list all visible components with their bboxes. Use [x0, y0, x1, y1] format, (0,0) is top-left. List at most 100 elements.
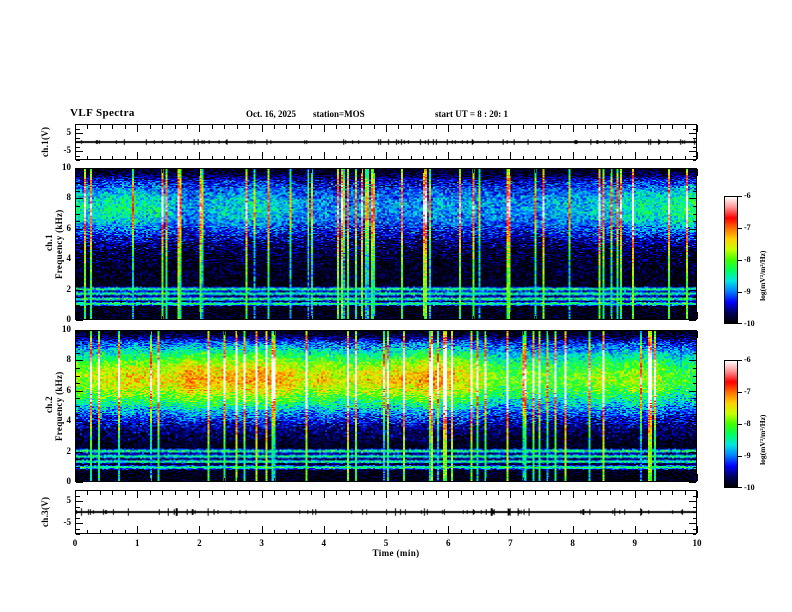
x-tick-label-9: 9	[632, 538, 638, 548]
tick-mark	[212, 491, 213, 495]
tick-mark	[374, 125, 375, 129]
tick-mark	[560, 125, 561, 129]
tick-mark	[560, 529, 561, 533]
tick-mark	[647, 331, 648, 335]
tick-mark	[692, 183, 696, 184]
tick-mark	[473, 169, 474, 173]
tick-mark	[597, 491, 598, 495]
tick-mark	[689, 290, 696, 291]
tick-mark	[386, 152, 387, 159]
tick-mark	[692, 459, 696, 460]
tick-mark	[249, 477, 250, 481]
tick-mark	[175, 125, 176, 129]
tick-mark	[692, 414, 696, 415]
tick-mark	[76, 444, 80, 445]
tick-mark	[125, 315, 126, 319]
tick-mark	[689, 198, 696, 199]
tick-mark	[87, 491, 88, 495]
colorbar-tick	[738, 392, 742, 393]
tick-mark	[100, 125, 101, 129]
tick-mark	[274, 125, 275, 129]
tick-mark	[597, 155, 598, 159]
tick-mark	[672, 155, 673, 159]
tick-mark	[199, 169, 200, 176]
tick-mark	[361, 315, 362, 319]
tick-mark	[692, 282, 696, 283]
tick-mark	[692, 429, 696, 430]
tick-mark	[448, 125, 449, 132]
tick-mark	[573, 125, 574, 132]
tick-mark	[610, 125, 611, 129]
tick-mark	[125, 331, 126, 335]
tick-mark	[697, 491, 698, 498]
tick-mark	[610, 529, 611, 533]
tick-mark	[622, 529, 623, 533]
tick-mark	[461, 315, 462, 319]
tick-mark	[336, 491, 337, 495]
tick-mark	[622, 491, 623, 495]
tick-mark	[498, 491, 499, 495]
tick-mark	[87, 529, 88, 533]
tick-mark	[361, 125, 362, 129]
colorbar-tick-label--6: -6	[744, 191, 751, 200]
x-axis-label: Time (min)	[372, 548, 420, 558]
tick-mark	[199, 474, 200, 481]
tick-mark	[349, 491, 350, 495]
tick-mark	[175, 491, 176, 495]
tick-mark	[692, 305, 696, 306]
ch2f-y-0: 0	[66, 476, 72, 486]
tick-mark	[697, 125, 698, 132]
colorbar-tick	[738, 360, 742, 361]
tick-mark	[610, 169, 611, 173]
tick-mark	[76, 406, 80, 407]
tick-mark	[76, 124, 80, 125]
tick-mark	[692, 512, 696, 513]
tick-mark	[76, 129, 80, 130]
tick-mark	[535, 491, 536, 495]
tick-mark	[112, 477, 113, 481]
tick-mark	[672, 477, 673, 481]
tick-mark	[585, 529, 586, 533]
tick-mark	[510, 169, 511, 176]
tick-mark	[125, 477, 126, 481]
tick-mark	[100, 491, 101, 495]
tick-mark	[224, 529, 225, 533]
tick-mark	[224, 331, 225, 335]
tick-mark	[336, 169, 337, 173]
tick-mark	[473, 331, 474, 335]
tick-mark	[398, 491, 399, 495]
tick-mark	[274, 169, 275, 173]
tick-mark	[299, 331, 300, 335]
tick-mark	[324, 312, 325, 319]
tick-mark	[175, 315, 176, 319]
tick-mark	[610, 477, 611, 481]
tick-mark	[137, 125, 138, 132]
colorbar-tick	[738, 323, 742, 324]
tick-mark	[187, 169, 188, 173]
colorbar-ch1-label: log(mV²/m²/Hz)	[758, 250, 767, 301]
tick-mark	[76, 529, 80, 530]
tick-mark	[692, 534, 696, 535]
colorbar-tick	[738, 228, 742, 229]
tick-mark	[622, 331, 623, 335]
ch1-y--5: -5	[63, 145, 72, 155]
tick-mark	[286, 169, 287, 173]
tick-mark	[274, 331, 275, 335]
tick-mark	[689, 523, 696, 524]
tick-mark	[76, 160, 80, 161]
tick-mark	[523, 529, 524, 533]
tick-mark	[411, 331, 412, 335]
tick-mark	[249, 169, 250, 173]
tick-mark	[548, 155, 549, 159]
tick-mark	[685, 169, 686, 173]
tick-mark	[498, 529, 499, 533]
tick-mark	[692, 297, 696, 298]
tick-mark	[647, 169, 648, 173]
tick-mark	[76, 436, 80, 437]
colorbar-tick-label--6: -6	[744, 355, 751, 364]
tick-mark	[76, 147, 80, 148]
colorbar-ch2-gradient	[724, 360, 738, 488]
tick-mark	[597, 125, 598, 129]
tick-mark	[560, 169, 561, 173]
tick-mark	[461, 155, 462, 159]
